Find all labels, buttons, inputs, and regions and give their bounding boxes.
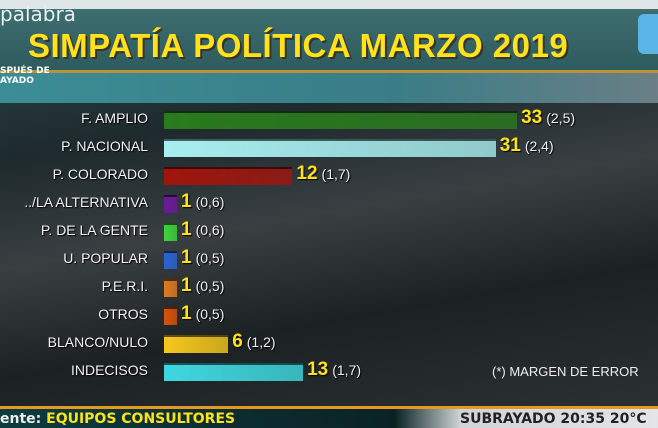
value-number: 31 bbox=[499, 135, 521, 156]
value-number: 1 bbox=[181, 191, 192, 212]
error-margin-label: (0,5) bbox=[195, 306, 225, 322]
show-line-1: SPUÉS DE bbox=[0, 66, 50, 76]
bar bbox=[164, 111, 518, 129]
brand-logo-text: palabra bbox=[0, 2, 76, 26]
bar bbox=[164, 139, 496, 157]
error-margin-label: (2,4) bbox=[524, 138, 554, 154]
category-label: F. AMPLIO bbox=[81, 110, 148, 126]
footer-band: ente: EQUIPOS CONSULTORES SUBRAYADO 20:3… bbox=[0, 406, 658, 428]
category-label: INDECISOS bbox=[70, 362, 148, 378]
value-number: 6 bbox=[232, 331, 243, 352]
bar bbox=[164, 279, 177, 297]
category-label: OTROS bbox=[98, 306, 148, 322]
show-line-2: AYADO bbox=[0, 76, 34, 86]
value-label: 33 (2,5) bbox=[521, 107, 575, 129]
top-strip bbox=[0, 0, 658, 9]
bar-row: P. COLORADO 12 (1,7) bbox=[0, 162, 658, 190]
category-label: P. COLORADO bbox=[52, 166, 148, 182]
value-number: 1 bbox=[181, 219, 192, 240]
value-label: 31 (2,4) bbox=[500, 135, 554, 157]
source-value: EQUIPOS CONSULTORES bbox=[46, 411, 236, 427]
bar bbox=[164, 363, 304, 381]
value-number: 13 bbox=[307, 359, 329, 380]
channel-logo-icon bbox=[638, 14, 658, 54]
value-number: 1 bbox=[181, 275, 192, 296]
value-label: 1 (0,6) bbox=[181, 219, 224, 241]
bar-row: OTROS 1 (0,5) bbox=[0, 302, 658, 330]
bar bbox=[164, 167, 293, 185]
error-margin-label: (1,7) bbox=[332, 362, 362, 378]
value-label: 1 (0,5) bbox=[181, 275, 224, 297]
error-margin-label: (1,2) bbox=[246, 334, 276, 350]
category-label: P. NACIONAL bbox=[61, 138, 148, 154]
error-margin-label: (0,6) bbox=[195, 194, 225, 210]
value-number: 33 bbox=[521, 107, 543, 128]
value-label: 1 (0,5) bbox=[181, 303, 224, 325]
error-margin-label: (0,6) bbox=[195, 222, 225, 238]
bar-row: P.E.R.I. 1 (0,5) bbox=[0, 274, 658, 302]
value-label: 1 (0,5) bbox=[181, 247, 224, 269]
value-number: 1 bbox=[181, 247, 192, 268]
value-number: 1 bbox=[181, 303, 192, 324]
subheader-band bbox=[0, 73, 658, 103]
bar-row: BLANCO/NULO 6 (1,2) bbox=[0, 330, 658, 358]
show-name: SPUÉS DE AYADO bbox=[0, 66, 50, 86]
bar bbox=[164, 251, 177, 269]
category-label: P.E.R.I. bbox=[101, 278, 148, 294]
bar-row: U. POPULAR 1 (0,5) bbox=[0, 246, 658, 274]
bar-row: INDECISOS 13 (1,7) bbox=[0, 358, 658, 386]
chart-title: SIMPATÍA POLÍTICA MARZO 2019 bbox=[28, 27, 569, 64]
category-label: P. DE LA GENTE bbox=[40, 222, 148, 238]
value-label: 13 (1,7) bbox=[307, 359, 361, 381]
bar-row: P. DE LA GENTE 1 (0,6) bbox=[0, 218, 658, 246]
title-band bbox=[0, 9, 658, 73]
value-label: 6 (1,2) bbox=[232, 331, 275, 353]
bar-row: ../LA ALTERNATIVA 1 (0,6) bbox=[0, 190, 658, 218]
error-margin-label: (2,5) bbox=[546, 110, 576, 126]
bar bbox=[164, 307, 177, 325]
category-label: BLANCO/NULO bbox=[47, 334, 148, 350]
error-margin-label: (1,7) bbox=[321, 166, 351, 182]
value-number: 12 bbox=[296, 163, 318, 184]
value-label: 1 (0,6) bbox=[181, 191, 224, 213]
value-label: 12 (1,7) bbox=[296, 163, 350, 185]
category-label: ../LA ALTERNATIVA bbox=[24, 194, 148, 210]
channel-clock: SUBRAYADO 20:35 20°C bbox=[460, 411, 647, 427]
category-label: U. POPULAR bbox=[63, 250, 148, 266]
source-line: ente: EQUIPOS CONSULTORES bbox=[0, 411, 235, 427]
bar bbox=[164, 195, 177, 213]
bar bbox=[164, 335, 229, 353]
bar-row: P. NACIONAL 31 (2,4) bbox=[0, 134, 658, 162]
bar bbox=[164, 223, 177, 241]
error-margin-note: (*) MARGEN DE ERROR bbox=[492, 364, 639, 379]
error-margin-label: (0,5) bbox=[195, 250, 225, 266]
source-label: ente: bbox=[0, 411, 42, 427]
bar-row: F. AMPLIO 33 (2,5) bbox=[0, 106, 658, 134]
error-margin-label: (0,5) bbox=[195, 278, 225, 294]
